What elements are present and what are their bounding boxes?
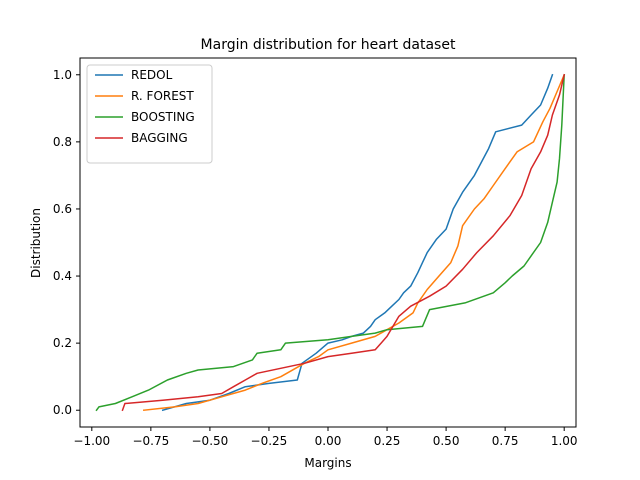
legend-label: BOOSTING: [131, 110, 195, 124]
x-tick-label: 0.00: [315, 434, 342, 448]
y-tick-label: 0.6: [53, 202, 72, 216]
y-tick-label: 0.2: [53, 336, 72, 350]
x-tick-label: 0.25: [374, 434, 401, 448]
legend-label: REDOL: [131, 68, 173, 82]
x-tick-label: 0.50: [433, 434, 460, 448]
x-tick-label: −0.50: [192, 434, 229, 448]
y-axis: 0.0 0.2 0.4 0.6 0.8 1.0: [53, 68, 80, 417]
series-line-bagging: [121, 73, 566, 412]
y-tick-label: 1.0: [53, 68, 72, 82]
legend-label: R. FOREST: [131, 89, 194, 103]
x-axis: −1.00 −0.75 −0.50 −0.25 0.00 0.25 0.50 0.75 1.00: [73, 427, 578, 448]
series-line-boosting: [95, 74, 565, 412]
y-tick-label: 0.8: [53, 135, 72, 149]
y-axis-label: Distribution: [29, 208, 43, 278]
chart-title: Margin distribution for heart dataset: [201, 37, 456, 53]
series-layer: [95, 73, 566, 412]
legend: REDOL R. FOREST BOOSTING BAGGING: [86, 64, 213, 164]
y-tick-label: 0.4: [53, 269, 72, 283]
y-tick-label: 0.0: [53, 403, 72, 417]
x-axis-label: Margins: [304, 456, 351, 470]
x-tick-label: 0.75: [492, 434, 519, 448]
series-line-redol: [161, 73, 554, 412]
x-tick-label: −1.00: [73, 434, 110, 448]
legend-label: BAGGING: [131, 131, 188, 145]
x-tick-label: −0.75: [132, 434, 169, 448]
x-tick-label: 1.00: [551, 434, 578, 448]
x-tick-label: −0.25: [251, 434, 288, 448]
